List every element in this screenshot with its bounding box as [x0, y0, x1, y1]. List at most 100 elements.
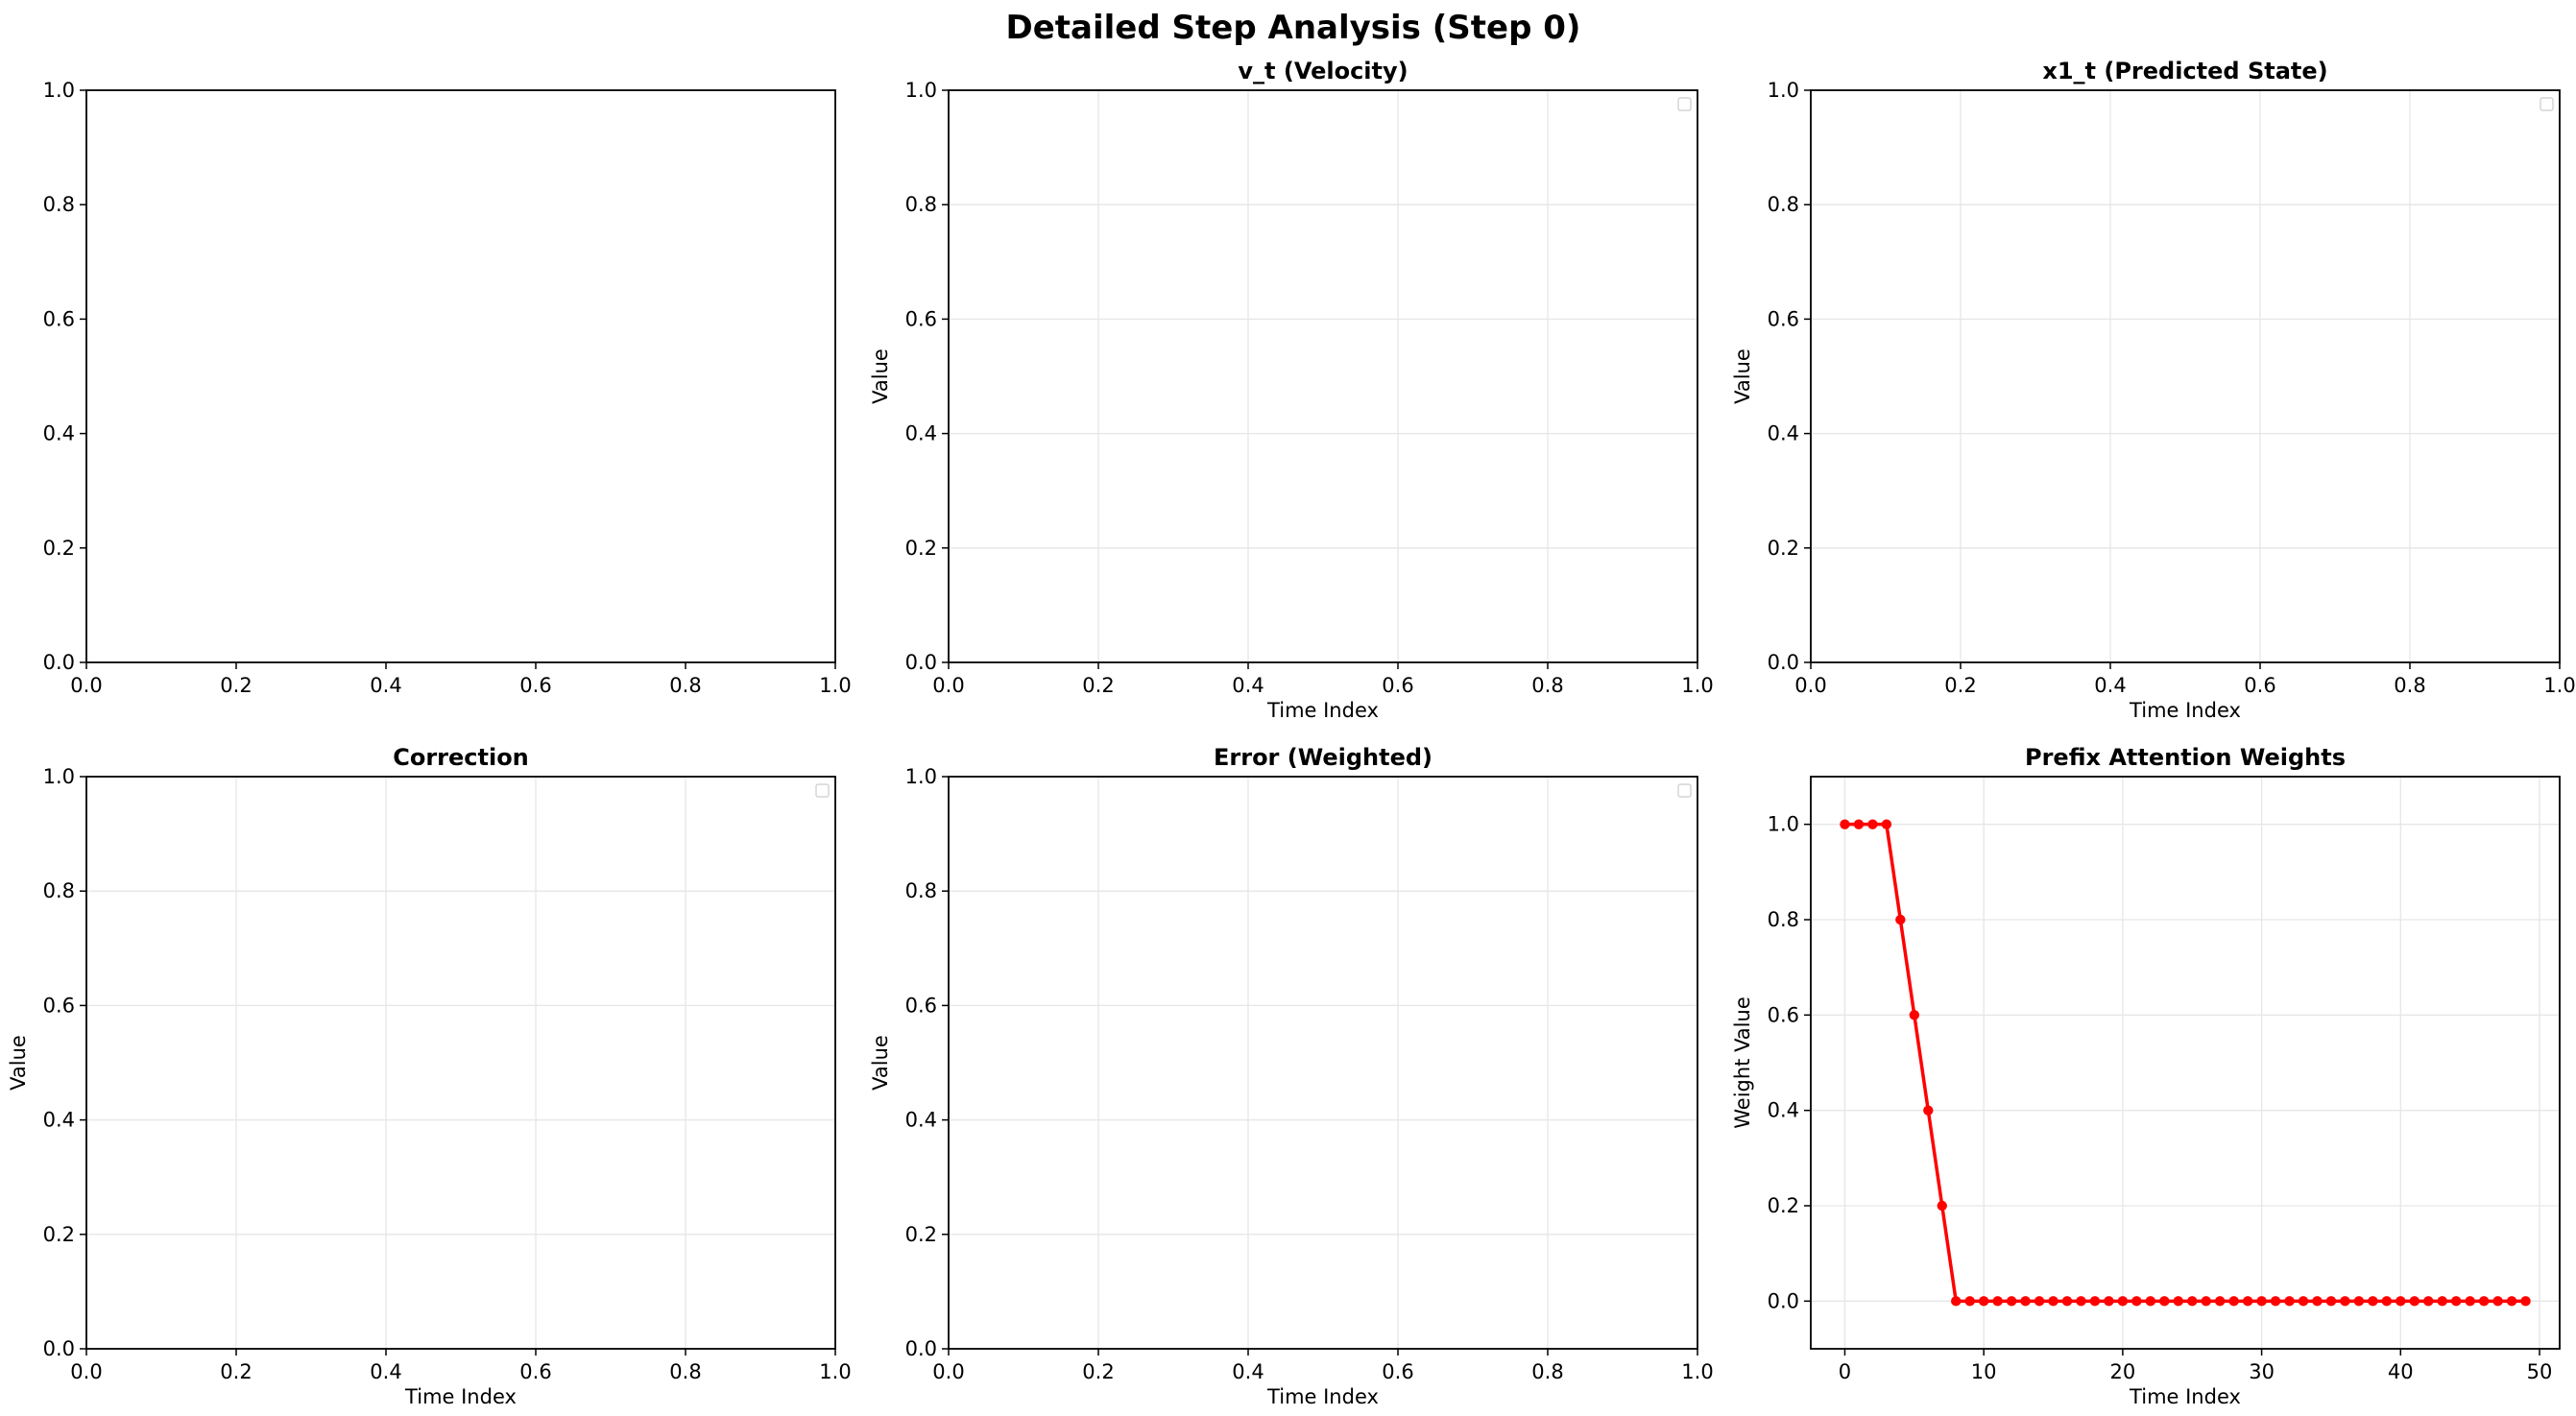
- legend-box: [1677, 97, 1692, 111]
- data-point: [2325, 1296, 2337, 1307]
- y-tick-label: 0.8: [43, 193, 75, 216]
- x-tick-label: 0.0: [932, 1360, 964, 1383]
- data-point: [2423, 1296, 2434, 1307]
- x-tick-label: 30: [2249, 1360, 2275, 1383]
- x-tick-label: 50: [2527, 1360, 2553, 1383]
- subplot-title: Correction: [393, 744, 529, 771]
- x-axis-label: Time Index: [1266, 699, 1379, 722]
- subplot-grid: 0.0 0.2 0.4 0.6 0.8 1.00.00.20.40.60.81.00.0 0…: [7, 58, 2576, 1408]
- x-axis-label: Time Index: [1266, 1385, 1379, 1408]
- data-point: [1840, 819, 1850, 829]
- x-tick-label: 0.4: [2094, 674, 2126, 697]
- data-point: [2256, 1296, 2267, 1307]
- y-tick-label: 0.2: [1768, 537, 1799, 560]
- y-tick-label: 0.0: [43, 1337, 75, 1360]
- subplot-1: 0.0 0.2 0.4 0.6 0.8 1.0 0.0 0.2 0.4 0.6 0.8 1.0: [43, 79, 852, 697]
- x-tick-label: 0.0: [70, 1360, 102, 1383]
- x-axis-label: Time Index: [2129, 699, 2241, 722]
- data-point: [1951, 1296, 1962, 1307]
- y-tick-label: 0.8: [905, 879, 937, 902]
- data-point: [2061, 1296, 2073, 1307]
- x-tick-label: 0.8: [2394, 674, 2425, 697]
- axes-frame: [1810, 89, 2561, 663]
- x-tick-label: 40: [2388, 1360, 2414, 1383]
- y-tick-label: 0.6: [43, 307, 75, 330]
- x-tick-label: 0.8: [669, 1360, 701, 1383]
- x-tick-label: 0.6: [1382, 674, 1413, 697]
- data-point: [2089, 1296, 2101, 1307]
- y-tick-label: 0.6: [905, 994, 937, 1017]
- y-tick-label: 0.0: [1768, 651, 1799, 674]
- data-point: [2520, 1296, 2531, 1307]
- data-point: [2117, 1296, 2129, 1307]
- data-point: [2242, 1296, 2253, 1307]
- y-tick-label: 1.0: [1768, 79, 1799, 102]
- subplot-3: 0.0 0.2 0.4 0.6 0.8 1.0 0.0 0.2 0.4 0.6 0.8 1.0 x1_t…: [1731, 58, 2576, 722]
- y-tick-label: 0.2: [905, 537, 937, 560]
- y-axis-label: Value: [869, 348, 892, 404]
- x-tick-label: 0.0: [70, 674, 102, 697]
- data-point: [2228, 1296, 2239, 1307]
- x-tick-label: 0.0: [932, 674, 964, 697]
- data-point: [2104, 1296, 2114, 1307]
- x-tick-label: 0.8: [1531, 1360, 1563, 1383]
- x-tick-label: 0.4: [370, 674, 401, 697]
- x-tick-label: 0.8: [669, 674, 701, 697]
- data-point: [2187, 1296, 2198, 1307]
- data-point: [1867, 819, 1878, 829]
- y-axis-label: Value: [869, 1035, 892, 1091]
- y-tick-label: 0.4: [905, 1109, 937, 1132]
- axes-frame: [948, 89, 1698, 663]
- data-point: [1909, 1010, 1920, 1020]
- data-point: [2478, 1296, 2490, 1307]
- y-tick-label: 0.6: [905, 307, 937, 330]
- data-point: [2381, 1296, 2393, 1307]
- x-axis-label: Time Index: [2129, 1385, 2241, 1408]
- data-point: [2450, 1296, 2462, 1307]
- y-tick-label: 0.0: [1768, 1289, 1799, 1312]
- x-tick-label: 0.4: [1232, 674, 1264, 697]
- data-point: [2131, 1296, 2142, 1307]
- subplot-title: x1_t (Predicted State): [2042, 58, 2327, 84]
- y-tick-label: 1.0: [905, 765, 937, 788]
- y-tick-label: 0.2: [43, 537, 75, 560]
- data-point: [2368, 1296, 2378, 1307]
- axes-frame: [1810, 776, 2561, 1350]
- y-axis-label: Weight Value: [1731, 996, 1754, 1129]
- y-tick-label: 0.6: [1768, 307, 1799, 330]
- data-point: [1853, 819, 1865, 829]
- x-tick-label: 0.6: [519, 1360, 551, 1383]
- y-tick-label: 1.0: [1768, 813, 1799, 836]
- y-tick-label: 0.8: [1768, 908, 1799, 931]
- y-tick-label: 0.4: [1768, 1099, 1799, 1122]
- data-point: [2201, 1296, 2211, 1307]
- y-tick-label: 0.4: [1768, 422, 1799, 445]
- x-tick-label: 0.6: [1382, 1360, 1413, 1383]
- data-point: [2353, 1296, 2365, 1307]
- x-tick-label: 0.2: [1944, 674, 1976, 697]
- y-tick-label: 0.4: [43, 1109, 75, 1132]
- data-point: [2298, 1296, 2309, 1307]
- y-axis-label: Value: [1731, 348, 1754, 404]
- legend-box: [815, 783, 830, 798]
- data-point: [2492, 1296, 2503, 1307]
- x-tick-label: 0.0: [1794, 674, 1826, 697]
- y-tick-label: 0.0: [905, 651, 937, 674]
- y-tick-label: 0.8: [1768, 193, 1799, 216]
- data-point: [2159, 1296, 2170, 1307]
- x-tick-label: 0.2: [1082, 1360, 1114, 1383]
- subplot-4: 0.0 0.2 0.4 0.6 0.8 1.0 0.0 0.2 0.4 0.6 0.8 1.0 Corr…: [7, 744, 852, 1408]
- x-tick-label: 10: [1971, 1360, 1997, 1383]
- subplot-6: 0 10 20 30 40 50 0.0 0.2 0.4 0.6 0.8 1.0 Prefix Atte…: [1731, 744, 2561, 1408]
- x-tick-label: 1.0: [1681, 674, 1713, 697]
- y-tick-label: 1.0: [43, 79, 75, 102]
- x-tick-label: 0.6: [519, 674, 551, 697]
- x-axis-label: Time Index: [404, 1385, 517, 1408]
- data-point: [2173, 1296, 2183, 1307]
- data-point: [2284, 1296, 2295, 1307]
- data-point: [2006, 1296, 2017, 1307]
- x-tick-label: 0: [1839, 1360, 1851, 1383]
- data-point: [2395, 1296, 2406, 1307]
- data-point: [2145, 1296, 2156, 1307]
